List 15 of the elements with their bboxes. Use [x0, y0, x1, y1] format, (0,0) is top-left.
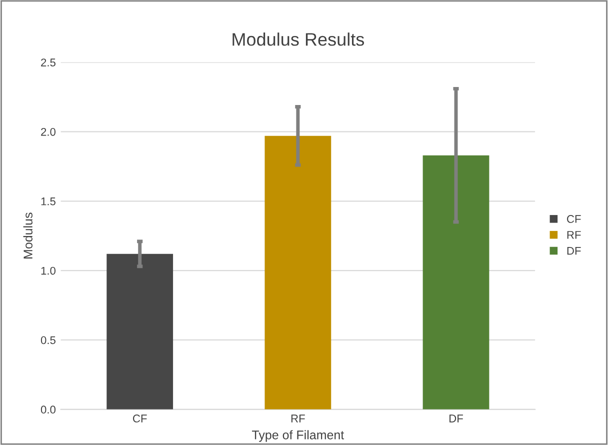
x-axis-title: Type of Filament: [252, 430, 344, 442]
y-tick-label: 2.5: [41, 58, 56, 66]
y-axis-title: Modulus: [23, 212, 32, 258]
x-tick-label: CF: [133, 414, 147, 422]
y-tick-label: 1.5: [41, 198, 56, 206]
y-tick-label: 2.0: [41, 128, 56, 136]
y-tick-label: 0.0: [40, 406, 56, 414]
y-tick-label: 0.5: [40, 336, 56, 344]
legend-label: RF: [567, 231, 581, 239]
legend-label: CF: [567, 215, 581, 223]
x-tick-label: DF: [450, 414, 463, 422]
x-tick-label: RF: [291, 414, 305, 422]
chart-title: Modulus Results: [232, 32, 364, 46]
y-tick-label: 1.0: [41, 266, 56, 275]
legend-label: DF: [567, 246, 581, 255]
